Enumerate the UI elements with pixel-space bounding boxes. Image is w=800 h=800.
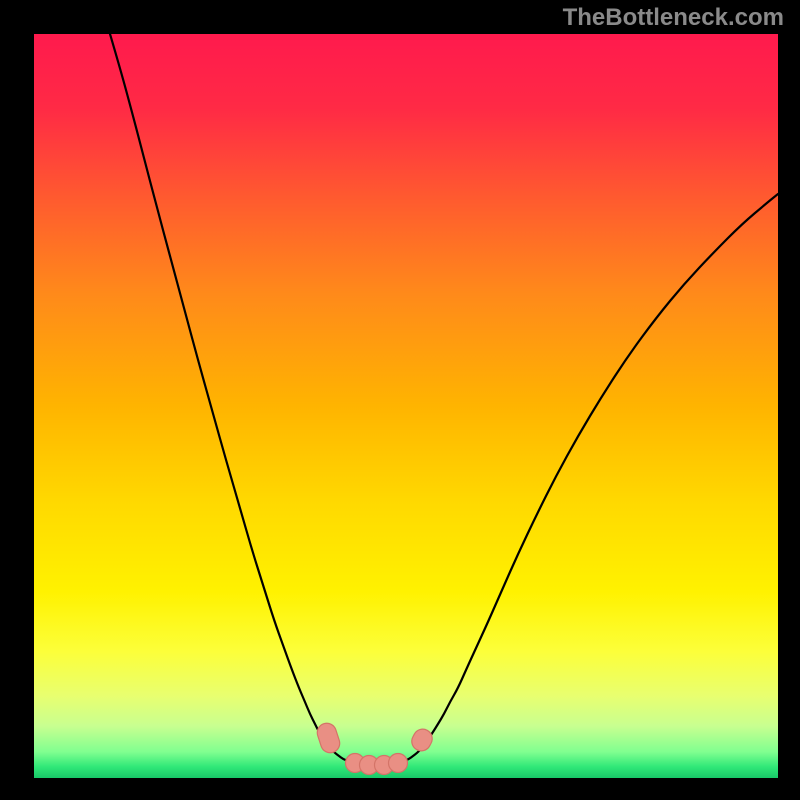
data-markers xyxy=(315,721,436,775)
marker-capsule xyxy=(408,726,435,754)
bottleneck-curve xyxy=(110,34,778,766)
watermark-text: TheBottleneck.com xyxy=(563,4,784,32)
marker-capsule xyxy=(315,721,342,755)
plot-area xyxy=(34,34,778,778)
marker-dot xyxy=(389,754,408,773)
chart-frame xyxy=(0,0,800,800)
curve-layer xyxy=(34,34,778,778)
